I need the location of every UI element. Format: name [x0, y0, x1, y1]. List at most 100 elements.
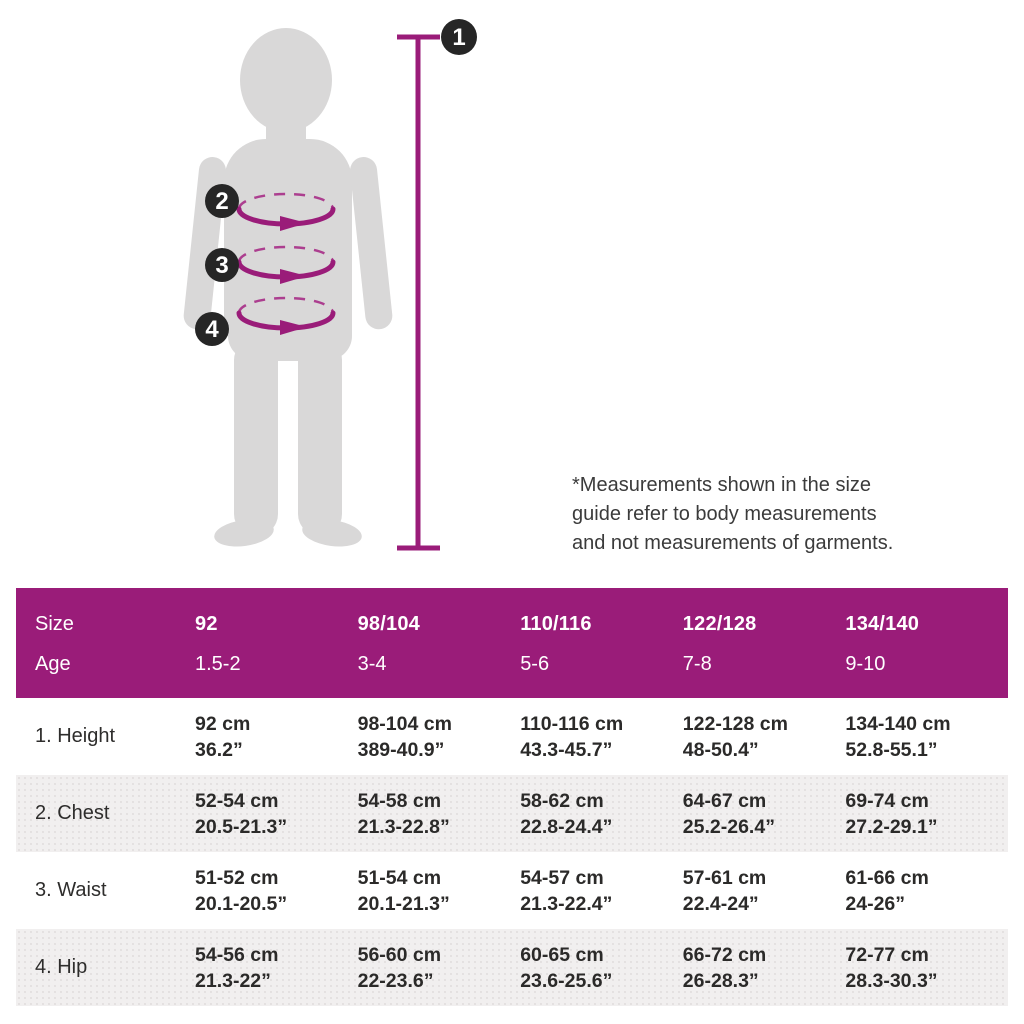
size-guide-figure: 1 2 3 4 [183, 19, 477, 551]
inch-value: 21.3-22.4” [520, 892, 613, 915]
marker-1-height: 1 [441, 19, 477, 55]
size-value: 122/128 [682, 612, 757, 635]
cm-value: 54-56 cm [195, 943, 279, 966]
chest-cell: 52-54 cm 20.5-21.3” [195, 788, 358, 840]
inch-value: 20.5-21.3” [195, 815, 288, 838]
cm-value: 51-54 cm [357, 866, 442, 889]
disclaimer-line-1: *Measurements shown in the size [572, 474, 872, 496]
inch-value: 48-50.4” [682, 738, 759, 761]
table-row-waist: 3. Waist 51-52 cm 20.1-20.5” 51-54 cm 20… [16, 852, 1008, 929]
age-value: 5-6 [520, 652, 550, 675]
hip-cell: 54-56 cm 21.3-22” [195, 942, 358, 994]
waist-cell: 51-54 cm 20.1-21.3” [358, 865, 521, 917]
measurement-disclaimer: *Measurements shown in the size guide re… [572, 471, 962, 558]
marker-2-chest: 2 [205, 184, 239, 218]
header-age-row: Age 1.5-2 3-4 5-6 7-8 9-10 [16, 644, 1008, 684]
cm-value: 57-61 cm [682, 866, 767, 889]
cm-value: 122-128 cm [682, 712, 788, 735]
hip-cell: 66-72 cm 26-28.3” [683, 942, 846, 994]
table-row-chest: 2. Chest 52-54 cm 20.5-21.3” 54-58 cm 21… [16, 775, 1008, 852]
inch-value: 43.3-45.7” [520, 738, 613, 761]
height-cell: 110-116 cm 43.3-45.7” [520, 711, 683, 763]
inch-value: 36.2” [195, 738, 243, 761]
age-value: 9-10 [845, 652, 886, 675]
waist-cell: 57-61 cm 22.4-24” [683, 865, 846, 917]
cm-value: 64-67 cm [682, 789, 767, 812]
age-value: 3-4 [357, 652, 387, 675]
table-header: Size 92 98/104 110/116 122/128 134/140 A… [16, 588, 1008, 698]
height-cell: 122-128 cm 48-50.4” [683, 711, 846, 763]
chest-cell: 58-62 cm 22.8-24.4” [520, 788, 683, 840]
waist-cell: 51-52 cm 20.1-20.5” [195, 865, 358, 917]
height-cell: 98-104 cm 389-40.9” [358, 711, 521, 763]
inch-value: 22-23.6” [357, 969, 434, 992]
chest-cell: 54-58 cm 21.3-22.8” [358, 788, 521, 840]
cm-value: 51-52 cm [195, 866, 279, 889]
waist-measure-ring [236, 245, 336, 284]
disclaimer-line-3: and not measurements of garments. [572, 532, 894, 554]
hip-cell: 60-65 cm 23.6-25.6” [520, 942, 683, 994]
cm-value: 98-104 cm [357, 712, 452, 735]
hip-cell: 72-77 cm 28.3-30.3” [845, 942, 1008, 994]
hip-measure-ring [236, 296, 336, 335]
marker-4-label: 4 [205, 316, 219, 343]
inch-value: 21.3-22.8” [357, 815, 450, 838]
cm-value: 92 cm [195, 712, 251, 735]
inch-value: 27.2-29.1” [845, 815, 938, 838]
size-value: 134/140 [845, 612, 920, 635]
height-cell: 92 cm 36.2” [195, 711, 358, 763]
cm-value: 54-58 cm [357, 789, 442, 812]
height-measure-line [397, 34, 440, 551]
arrow-right-icon [280, 269, 307, 284]
marker-3-waist: 3 [205, 248, 239, 282]
inch-value: 52.8-55.1” [845, 738, 938, 761]
cm-value: 66-72 cm [682, 943, 767, 966]
waist-cell: 61-66 cm 24-26” [845, 865, 1008, 917]
header-size-row: Size 92 98/104 110/116 122/128 134/140 [16, 604, 1008, 644]
marker-1-label: 1 [452, 24, 465, 51]
size-value: 110/116 [520, 612, 592, 635]
hip-cell: 56-60 cm 22-23.6” [358, 942, 521, 994]
inch-value: 20.1-20.5” [195, 892, 288, 915]
inch-value: 21.3-22” [195, 969, 271, 992]
inch-value: 22.4-24” [682, 892, 759, 915]
inch-value: 25.2-26.4” [682, 815, 775, 838]
cm-value: 134-140 cm [845, 712, 951, 735]
row-label: 4. Hip [35, 956, 88, 978]
inch-value: 24-26” [845, 892, 906, 915]
inch-value: 22.8-24.4” [520, 815, 613, 838]
marker-4-hip: 4 [195, 312, 229, 346]
inch-value: 26-28.3” [682, 969, 759, 992]
waist-cell: 54-57 cm 21.3-22.4” [520, 865, 683, 917]
size-value: 92 [195, 612, 218, 635]
row-label: 1. Height [35, 725, 116, 747]
arrow-right-icon [280, 216, 307, 231]
age-value: 7-8 [682, 652, 712, 675]
marker-3-label: 3 [215, 252, 228, 279]
marker-2-label: 2 [215, 188, 228, 215]
cm-value: 52-54 cm [195, 789, 279, 812]
arrow-right-icon [280, 320, 307, 335]
row-label: 2. Chest [35, 802, 110, 824]
age-row-label: Age [35, 652, 71, 675]
chest-cell: 69-74 cm 27.2-29.1” [845, 788, 1008, 840]
inch-value: 28.3-30.3” [845, 969, 938, 992]
inch-value: 20.1-21.3” [357, 892, 450, 915]
cm-value: 54-57 cm [520, 866, 604, 889]
figure-markers: 1 2 3 4 [195, 19, 477, 346]
height-cell: 134-140 cm 52.8-55.1” [845, 711, 1008, 763]
table-row-hip: 4. Hip 54-56 cm 21.3-22” 56-60 cm 22-23.… [16, 929, 1008, 1006]
cm-value: 61-66 cm [845, 866, 929, 889]
child-silhouette [183, 28, 393, 547]
inch-value: 389-40.9” [357, 738, 445, 761]
cm-value: 56-60 cm [357, 943, 442, 966]
chest-measure-ring [236, 192, 336, 231]
cm-value: 69-74 cm [845, 789, 929, 812]
size-row-label: Size [35, 612, 74, 635]
disclaimer-line-2: guide refer to body measurements [572, 503, 877, 525]
age-value: 1.5-2 [195, 652, 241, 675]
cm-value: 58-62 cm [520, 789, 604, 812]
cm-value: 72-77 cm [845, 943, 929, 966]
size-value: 98/104 [357, 612, 420, 635]
cm-value: 110-116 cm [520, 712, 624, 735]
